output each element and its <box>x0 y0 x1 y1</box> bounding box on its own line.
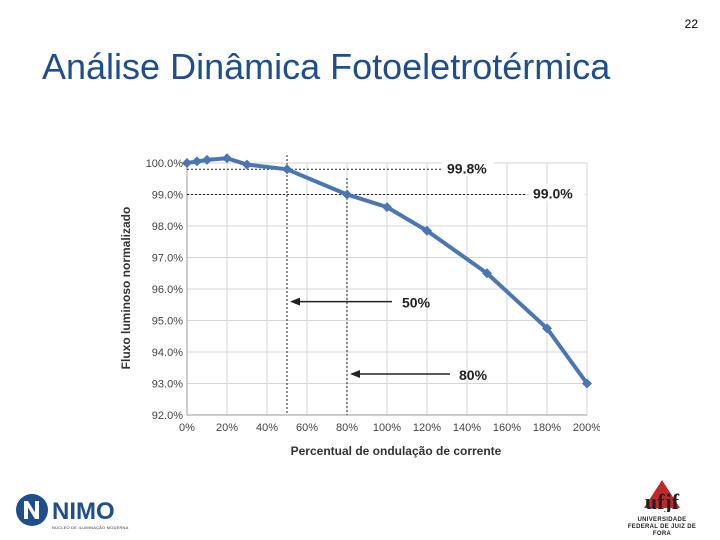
x-tick-label: 180% <box>533 422 561 434</box>
reference-lines <box>187 155 527 415</box>
data-point <box>192 156 202 167</box>
x-tick-label: 120% <box>413 422 441 434</box>
annotation-99-0: 99.0% <box>533 186 573 202</box>
series-layer <box>182 153 592 389</box>
data-point <box>482 268 492 279</box>
y-tick-label: 97.0% <box>152 253 183 265</box>
nimo-logo-mark: NIMO <box>16 494 115 526</box>
annotation-layer: 99.8% 99.0% 50% 80% <box>290 159 585 383</box>
label-mask <box>529 184 585 201</box>
annotation-50: 50% <box>402 295 431 311</box>
data-point <box>182 158 192 168</box>
data-point <box>422 225 432 236</box>
data-point <box>202 154 212 165</box>
y-tick-label: 93.0% <box>152 379 183 391</box>
ufjf-logo-line2: FEDERAL DE JUIZ DE FORA <box>627 524 697 537</box>
x-tick-label: 160% <box>493 422 521 434</box>
x-axis-label: Percentual de ondulação de corrente <box>291 444 502 458</box>
y-tick-label: 98.0% <box>152 221 183 233</box>
y-axis-label: Fluxo luminoso normalizado <box>119 207 133 370</box>
ufjf-logo-mark: ufjf <box>644 480 680 514</box>
nimo-logo-text: NIMO <box>52 498 115 525</box>
luminous-flux-chart: 92.0% 93.0% 94.0% 95.0% 96.0% 97.0% 98.0% 99.0%… <box>119 153 600 458</box>
data-point <box>282 164 292 175</box>
x-tick-label: 200% <box>573 422 600 434</box>
slide-title: Análise Dinâmica Fotoeletrotérmica <box>42 46 611 87</box>
data-point <box>242 159 252 170</box>
arrow-80-head <box>350 370 360 379</box>
y-tick-label: 95.0% <box>152 316 183 328</box>
ufjf-logo-text: ufjf <box>645 489 680 512</box>
chart-axes: 92.0% 93.0% 94.0% 95.0% 96.0% 97.0% 98.0% 99.0%… <box>146 158 600 434</box>
y-tick-label: 92.0% <box>152 410 183 422</box>
annotation-80: 80% <box>459 367 488 383</box>
slide-number: 22 <box>684 17 698 31</box>
data-point <box>342 189 352 200</box>
chart-grid <box>186 162 588 416</box>
x-tick-label: 140% <box>453 422 481 434</box>
nimo-logo-subtitle: NÚCLEO DE ILUMINAÇÃO MODERNA <box>52 525 129 530</box>
data-point <box>382 202 392 213</box>
nimo-logo: NIMO NÚCLEO DE ILUMINAÇÃO MODERNA <box>14 492 134 537</box>
data-point <box>542 323 552 334</box>
x-tick-label: 100% <box>373 422 401 434</box>
x-tick-label: 40% <box>256 422 278 434</box>
y-tick-label: 96.0% <box>152 284 183 296</box>
y-tick-label: 100.0% <box>146 158 184 170</box>
y-tick-label: 94.0% <box>152 347 183 359</box>
y-tick-label: 99.0% <box>152 190 183 202</box>
x-tick-label: 80% <box>336 422 358 434</box>
x-tick-label: 60% <box>296 422 318 434</box>
x-tick-label: 20% <box>216 422 238 434</box>
data-point <box>582 378 592 389</box>
ufjf-logo-line1: UNIVERSIDADE <box>637 517 687 523</box>
annotation-99-8: 99.8% <box>447 160 487 176</box>
data-point <box>222 153 232 164</box>
label-mask <box>442 159 494 176</box>
ufjf-logo: ufjf UNIVERSIDADE FEDERAL DE JUIZ DE FOR… <box>618 478 706 538</box>
arrow-50-head <box>290 297 300 306</box>
x-tick-label: 0% <box>179 422 195 434</box>
